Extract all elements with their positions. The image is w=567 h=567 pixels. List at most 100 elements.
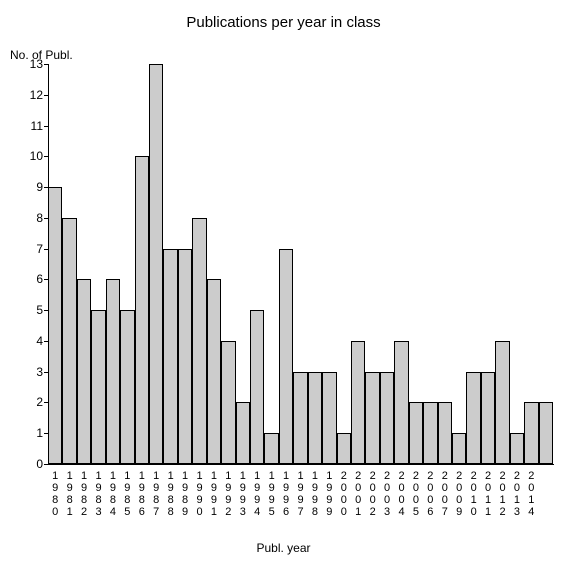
bar bbox=[539, 402, 553, 464]
ytick-label: 1 bbox=[36, 426, 43, 440]
bar bbox=[510, 433, 524, 464]
xtick-label: 1984 bbox=[108, 470, 118, 518]
ytick-label: 13 bbox=[30, 57, 43, 71]
ytick-label: 0 bbox=[36, 457, 43, 471]
xtick-label: 2010 bbox=[469, 470, 479, 518]
xtick-label: 2014 bbox=[526, 470, 536, 518]
x-axis-label: Publ. year bbox=[0, 541, 567, 555]
xtick-label: 1983 bbox=[94, 470, 104, 518]
xtick-label: 2001 bbox=[353, 470, 363, 518]
ytick-mark bbox=[44, 156, 48, 157]
xtick-label: 1992 bbox=[223, 470, 233, 518]
bar bbox=[62, 218, 76, 464]
bar bbox=[524, 402, 538, 464]
bar bbox=[77, 279, 91, 464]
xtick-label: 1990 bbox=[195, 470, 205, 518]
xtick-label: 1986 bbox=[137, 470, 147, 518]
bars-group bbox=[48, 64, 553, 464]
bar bbox=[365, 372, 379, 464]
xtick-label: 1985 bbox=[122, 470, 132, 518]
xtick-label: 1982 bbox=[79, 470, 89, 518]
xtick-label: 1998 bbox=[310, 470, 320, 518]
bar bbox=[192, 218, 206, 464]
bar bbox=[452, 433, 466, 464]
xtick-label: 2000 bbox=[339, 470, 349, 518]
bar bbox=[438, 402, 452, 464]
xtick-label: 1988 bbox=[166, 470, 176, 518]
ytick-label: 11 bbox=[31, 119, 43, 133]
xtick-label: 2002 bbox=[368, 470, 378, 518]
bar bbox=[495, 341, 509, 464]
bar bbox=[308, 372, 322, 464]
xtick-label: 1989 bbox=[180, 470, 190, 518]
bar bbox=[163, 249, 177, 464]
xtick-label: 1997 bbox=[296, 470, 306, 518]
xtick-label: 2003 bbox=[382, 470, 392, 518]
ytick-label: 5 bbox=[36, 303, 43, 317]
ytick-label: 6 bbox=[36, 272, 43, 286]
ytick-mark bbox=[44, 310, 48, 311]
bar bbox=[337, 433, 351, 464]
bar bbox=[135, 156, 149, 464]
ytick-label: 4 bbox=[36, 334, 43, 348]
xtick-label: 1995 bbox=[267, 470, 277, 518]
xtick-label: 2009 bbox=[454, 470, 464, 518]
ytick-mark bbox=[44, 187, 48, 188]
bar bbox=[149, 64, 163, 464]
xtick-label: 2004 bbox=[397, 470, 407, 518]
bar bbox=[207, 279, 221, 464]
bar bbox=[394, 341, 408, 464]
bar bbox=[250, 310, 264, 464]
xtick-label: 2006 bbox=[425, 470, 435, 518]
bar bbox=[264, 433, 278, 464]
xtick-label: 2013 bbox=[512, 470, 522, 518]
bar bbox=[380, 372, 394, 464]
bar bbox=[221, 341, 235, 464]
bar bbox=[91, 310, 105, 464]
ytick-mark bbox=[44, 64, 48, 65]
ytick-mark bbox=[44, 249, 48, 250]
ytick-label: 8 bbox=[36, 211, 43, 225]
bar bbox=[481, 372, 495, 464]
ytick-mark bbox=[44, 433, 48, 434]
bar bbox=[48, 187, 62, 464]
ytick-mark bbox=[44, 218, 48, 219]
ytick-mark bbox=[44, 372, 48, 373]
ytick-mark bbox=[44, 402, 48, 403]
ytick-label: 10 bbox=[30, 149, 43, 163]
chart-title: Publications per year in class bbox=[0, 14, 567, 31]
ytick-label: 9 bbox=[36, 180, 43, 194]
bar bbox=[293, 372, 307, 464]
bar bbox=[279, 249, 293, 464]
xtick-label: 1987 bbox=[151, 470, 161, 518]
xtick-label: 2011 bbox=[483, 470, 493, 518]
bar bbox=[409, 402, 423, 464]
xtick-label: 1991 bbox=[209, 470, 219, 518]
xtick-label: 1980 bbox=[50, 470, 60, 518]
xtick-label: 2012 bbox=[498, 470, 508, 518]
chart-container: Publications per year in class No. of Pu… bbox=[0, 0, 567, 567]
ytick-label: 12 bbox=[30, 88, 43, 102]
ytick-mark bbox=[44, 279, 48, 280]
ytick-label: 2 bbox=[36, 395, 43, 409]
ytick-mark bbox=[44, 464, 48, 465]
bar bbox=[351, 341, 365, 464]
bar bbox=[322, 372, 336, 464]
xtick-label: 1996 bbox=[281, 470, 291, 518]
xtick-label: 1981 bbox=[65, 470, 75, 518]
ytick-mark bbox=[44, 95, 48, 96]
xtick-label: 2007 bbox=[440, 470, 450, 518]
ytick-mark bbox=[44, 341, 48, 342]
ytick-mark bbox=[44, 126, 48, 127]
xtick-label: 1999 bbox=[324, 470, 334, 518]
bar bbox=[236, 402, 250, 464]
xtick-label: 1993 bbox=[238, 470, 248, 518]
xtick-label: 2005 bbox=[411, 470, 421, 518]
bar bbox=[466, 372, 480, 464]
bar bbox=[178, 249, 192, 464]
bar bbox=[120, 310, 134, 464]
bar bbox=[423, 402, 437, 464]
xtick-label: 1994 bbox=[252, 470, 262, 518]
ytick-label: 7 bbox=[36, 242, 43, 256]
ytick-label: 3 bbox=[36, 365, 43, 379]
